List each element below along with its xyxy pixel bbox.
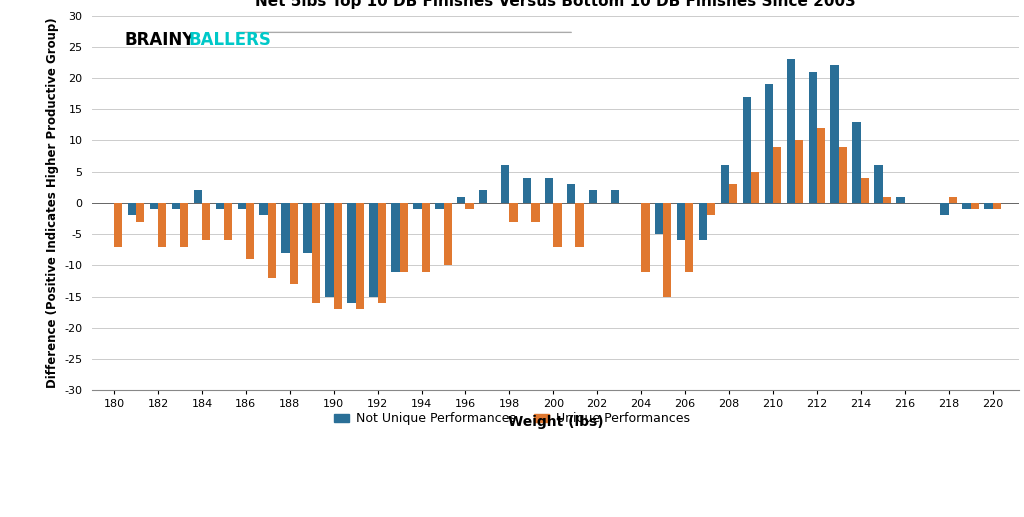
Bar bbox=[971, 203, 979, 209]
Bar bbox=[391, 203, 399, 271]
Bar bbox=[246, 203, 254, 259]
Bar bbox=[443, 203, 452, 265]
Bar bbox=[311, 203, 321, 303]
Bar bbox=[861, 178, 869, 203]
Bar bbox=[751, 172, 760, 203]
Bar bbox=[984, 203, 992, 209]
Bar bbox=[677, 203, 685, 240]
Bar bbox=[664, 203, 672, 297]
Bar bbox=[852, 121, 861, 203]
Bar bbox=[707, 203, 716, 216]
Bar bbox=[172, 203, 180, 209]
Bar bbox=[589, 190, 597, 203]
Bar bbox=[479, 190, 487, 203]
Bar bbox=[114, 203, 123, 247]
Bar bbox=[809, 72, 817, 203]
Bar bbox=[531, 203, 540, 222]
Bar bbox=[545, 178, 553, 203]
Bar bbox=[575, 203, 584, 247]
Bar bbox=[290, 203, 298, 284]
Bar bbox=[948, 196, 957, 203]
Title: Net 5lbs Top 10 DB Finishes Versus Bottom 10 DB Finishes Since 2003: Net 5lbs Top 10 DB Finishes Versus Botto… bbox=[255, 0, 856, 9]
Bar bbox=[466, 203, 474, 209]
Bar bbox=[128, 203, 136, 216]
Bar bbox=[202, 203, 210, 240]
Bar bbox=[654, 203, 664, 234]
Bar bbox=[896, 196, 904, 203]
Bar bbox=[150, 203, 158, 209]
Bar bbox=[742, 97, 751, 203]
Bar bbox=[414, 203, 422, 209]
Bar bbox=[641, 203, 649, 271]
Bar bbox=[874, 165, 883, 203]
Bar bbox=[729, 184, 737, 203]
Bar bbox=[282, 203, 290, 253]
Bar bbox=[326, 203, 334, 297]
Bar bbox=[786, 59, 795, 203]
Bar bbox=[963, 203, 971, 209]
Bar bbox=[158, 203, 166, 247]
Bar bbox=[940, 203, 948, 216]
Bar bbox=[194, 190, 202, 203]
Bar bbox=[370, 203, 378, 297]
Legend: Not Unique Performances, Unique Performances: Not Unique Performances, Unique Performa… bbox=[330, 407, 694, 430]
Bar bbox=[347, 203, 355, 303]
Bar bbox=[830, 66, 839, 203]
Bar bbox=[509, 203, 518, 222]
Text: *Desired outcome: We want a negative number for unique differences and a positiv: *Desired outcome: We want a negative num… bbox=[56, 465, 968, 476]
Bar bbox=[765, 84, 773, 203]
Bar bbox=[817, 128, 825, 203]
Text: BRAINY: BRAINY bbox=[125, 31, 195, 49]
Bar bbox=[180, 203, 188, 247]
Bar bbox=[259, 203, 268, 216]
Bar bbox=[224, 203, 232, 240]
X-axis label: Weight (lbs): Weight (lbs) bbox=[508, 415, 603, 429]
Bar bbox=[685, 203, 693, 271]
Bar bbox=[399, 203, 408, 271]
Text: are more Unique players in the bottom 10, those in the top 10 were consistently : are more Unique players in the bottom 10… bbox=[215, 491, 809, 501]
Bar bbox=[216, 203, 224, 209]
Bar bbox=[992, 203, 1000, 209]
Bar bbox=[422, 203, 430, 271]
Bar bbox=[795, 141, 803, 203]
Bar bbox=[501, 165, 509, 203]
Bar bbox=[567, 184, 575, 203]
Bar bbox=[435, 203, 443, 209]
Bar bbox=[334, 203, 342, 309]
Bar bbox=[355, 203, 364, 309]
Bar bbox=[698, 203, 707, 240]
Text: BALLERS: BALLERS bbox=[188, 31, 271, 49]
Bar bbox=[773, 147, 781, 203]
Bar bbox=[268, 203, 276, 278]
Bar bbox=[721, 165, 729, 203]
Bar bbox=[523, 178, 531, 203]
Bar bbox=[553, 203, 562, 247]
Bar bbox=[238, 203, 246, 209]
Bar bbox=[457, 196, 466, 203]
Bar bbox=[378, 203, 386, 303]
Bar bbox=[611, 190, 620, 203]
Bar bbox=[839, 147, 847, 203]
Y-axis label: Difference (Positive Indicates Higher Productive Group): Difference (Positive Indicates Higher Pr… bbox=[46, 18, 58, 388]
Bar bbox=[136, 203, 144, 222]
Bar bbox=[303, 203, 311, 253]
Bar bbox=[883, 196, 891, 203]
